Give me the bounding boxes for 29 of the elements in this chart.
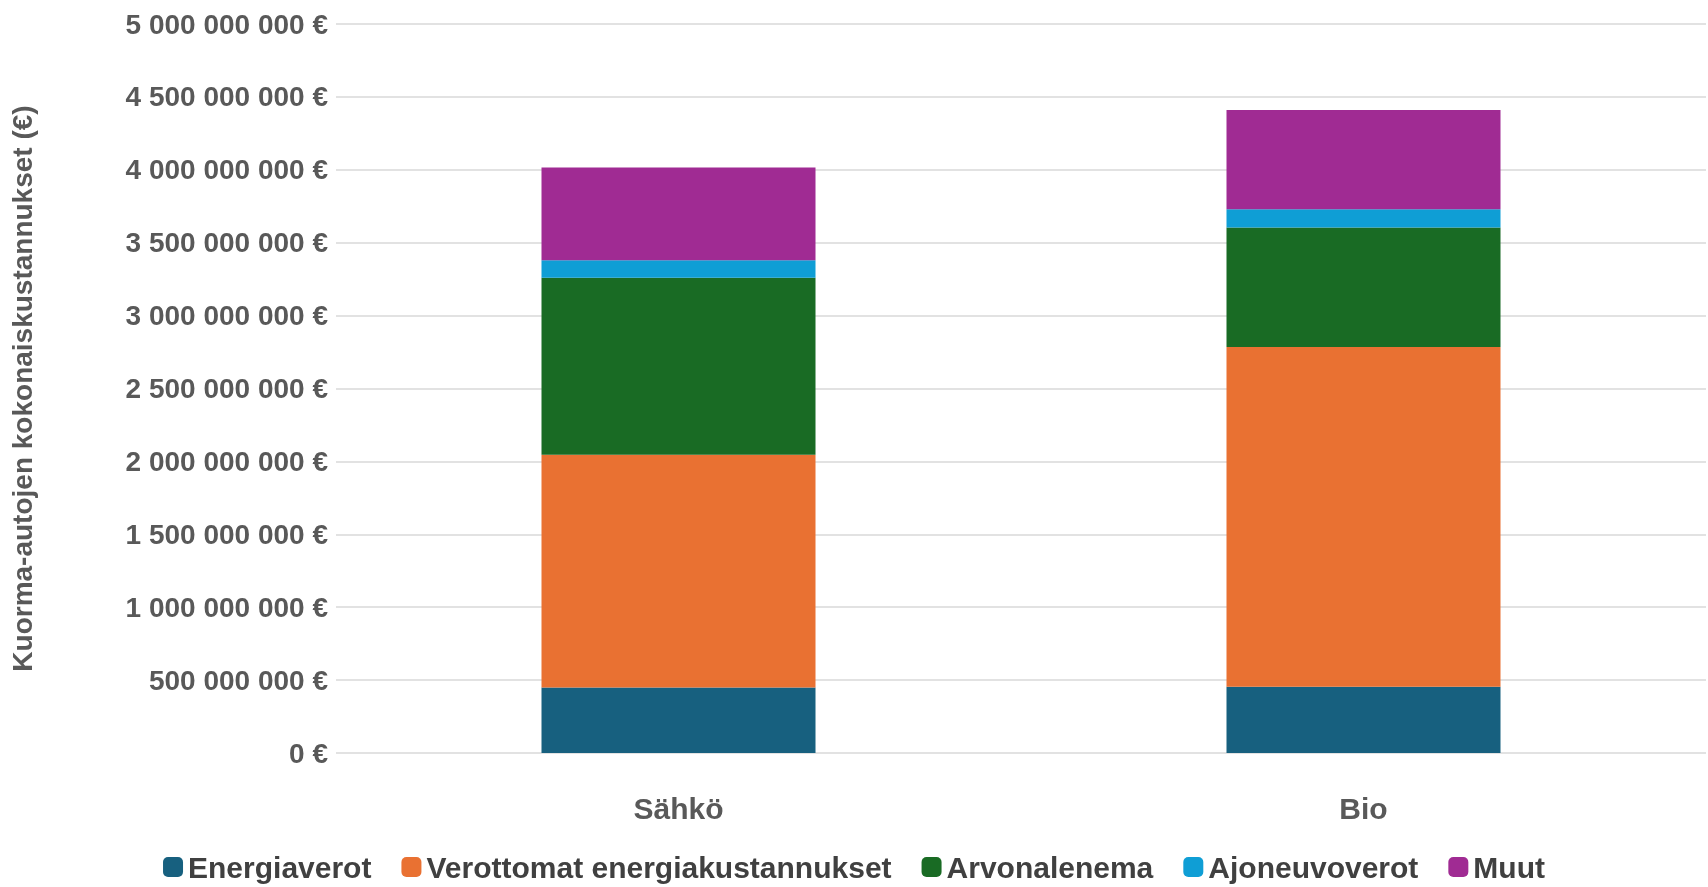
legend-label: Ajoneuvoverot bbox=[1208, 850, 1419, 884]
bar bbox=[1226, 346, 1501, 687]
y-tick-label: 5 000 000 000 € bbox=[125, 8, 329, 40]
x-tick-label: Bio bbox=[1339, 791, 1388, 825]
bar bbox=[541, 454, 816, 688]
bar bbox=[541, 167, 816, 261]
bar bbox=[541, 277, 816, 455]
y-tick-label: 500 000 000 € bbox=[148, 664, 329, 696]
bar bbox=[1226, 110, 1501, 210]
bar bbox=[1226, 209, 1501, 228]
legend-label: Verottomat energiakustannukset bbox=[426, 850, 892, 884]
bar bbox=[1226, 686, 1501, 753]
x-tick-label: Sähkö bbox=[633, 791, 724, 825]
y-tick-label: 4 500 000 000 € bbox=[125, 81, 329, 113]
legend-label: Energiaverot bbox=[188, 850, 372, 884]
legend-label: Arvonalenema bbox=[946, 850, 1154, 884]
bar bbox=[1226, 227, 1501, 347]
y-axis-title: Kuorma-autojen kokonaiskustannukset (€) bbox=[6, 105, 38, 672]
y-tick-label: 3 500 000 000 € bbox=[125, 227, 329, 259]
bar bbox=[541, 687, 816, 753]
y-tick-label: 3 000 000 000 € bbox=[125, 300, 329, 332]
y-tick-label: 1 000 000 000 € bbox=[125, 591, 329, 623]
y-tick-label: 0 € bbox=[289, 737, 329, 769]
y-tick-label: 1 500 000 000 € bbox=[125, 518, 329, 550]
y-tick-label: 4 000 000 000 € bbox=[125, 154, 329, 186]
y-tick-label: 2 500 000 000 € bbox=[125, 373, 329, 404]
bar bbox=[541, 260, 816, 278]
legend-label: Muut bbox=[1473, 850, 1545, 884]
y-tick-label: 2 000 000 000 € bbox=[125, 445, 329, 477]
